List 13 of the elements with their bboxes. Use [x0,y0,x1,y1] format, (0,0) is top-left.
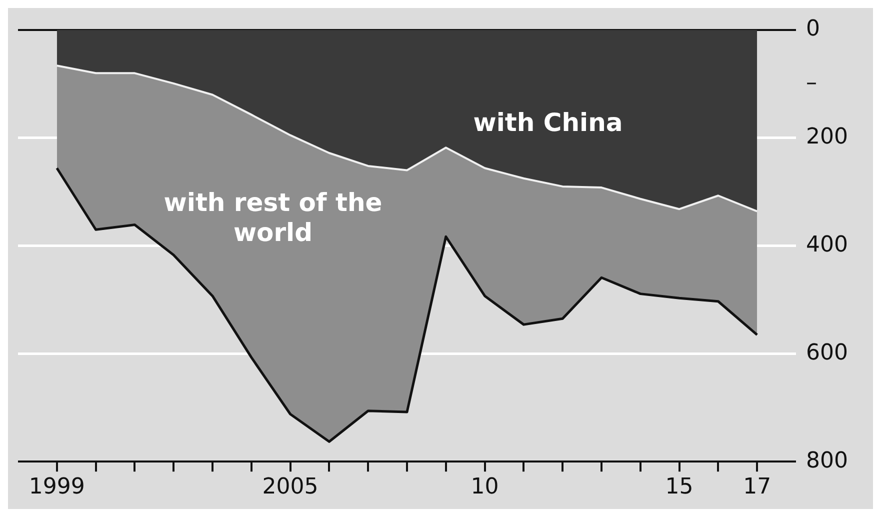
x-tick-label: 17 [743,474,772,500]
x-tick-label: 1999 [28,474,85,500]
y-tick-label: 0 [806,16,820,42]
y-tick-label: 200 [806,124,848,150]
x-tick-label: 10 [470,474,499,500]
series-label: with rest of the world [162,188,384,248]
x-tick-label: 15 [665,474,694,500]
y-tick-label: 600 [806,340,848,366]
y-tick-label: 800 [806,448,848,474]
y-tick-label: – [806,70,817,96]
x-tick-label: 2005 [262,474,318,500]
y-tick-label: 400 [806,232,848,258]
series-label: with China [472,108,624,138]
